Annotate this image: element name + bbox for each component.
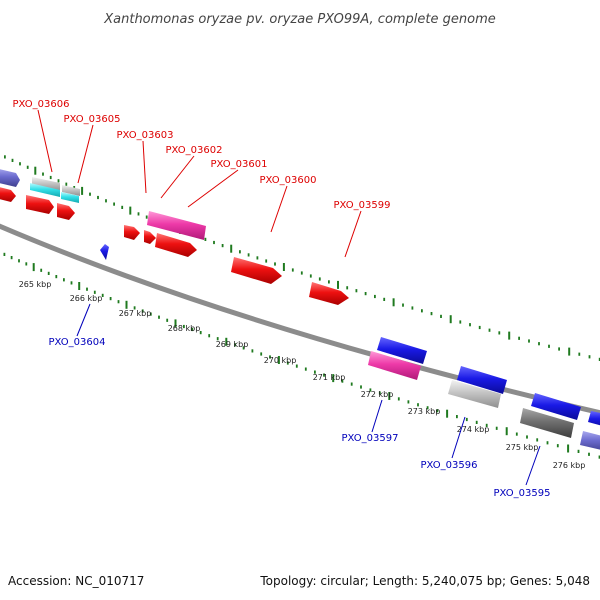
gene-feature[interactable]: [377, 337, 427, 364]
gene-label[interactable]: PXO_03601: [211, 159, 268, 170]
scale-tick-label: 273 kbp: [408, 407, 441, 416]
genome-summary: Topology: circular; Length: 5,240,075 bp…: [259, 574, 590, 588]
gene-label[interactable]: PXO_03595: [494, 488, 551, 499]
callout-line: [451, 416, 466, 459]
accession-label: Accession: NC_010717: [8, 574, 144, 588]
gene-feature[interactable]: [57, 203, 75, 220]
gene-feature[interactable]: [588, 411, 600, 428]
callout-line: [160, 155, 195, 199]
scale-tick-label: 267 kbp: [119, 309, 152, 318]
gene-feature[interactable]: [100, 244, 109, 260]
feature-track: [0, 168, 600, 452]
scale-tick-label: 265 kbp: [19, 280, 52, 289]
gene-label[interactable]: PXO_03600: [260, 175, 317, 186]
scale-tick-label: 275 kbp: [506, 443, 539, 452]
gene-feature[interactable]: [30, 183, 60, 197]
callout-line: [371, 399, 383, 433]
gene-feature[interactable]: [124, 225, 140, 240]
gene-label[interactable]: PXO_03605: [64, 114, 121, 125]
gene-feature[interactable]: [457, 366, 507, 394]
callout-line: [37, 109, 53, 173]
callout-line: [187, 169, 239, 208]
gene-feature[interactable]: [520, 408, 574, 438]
gene-labels: PXO_03606 PXO_03605 PXO_03603 PXO_03602 …: [13, 99, 551, 499]
callout-line: [525, 445, 541, 486]
inner-tick-ring: [3, 252, 600, 459]
scale-tick-label: 271 kbp: [313, 373, 346, 382]
scale-tick-label: 272 kbp: [361, 390, 394, 399]
gene-label[interactable]: PXO_03603: [117, 130, 174, 141]
gene-feature[interactable]: [580, 431, 600, 452]
gene-feature[interactable]: [0, 168, 20, 187]
gene-feature[interactable]: [155, 233, 197, 257]
gene-feature[interactable]: [531, 393, 581, 420]
gene-feature[interactable]: [61, 192, 79, 203]
gene-label[interactable]: PXO_03604: [49, 337, 106, 348]
gene-feature[interactable]: [448, 380, 501, 408]
callout-line: [142, 140, 147, 194]
gene-label[interactable]: PXO_03596: [421, 460, 478, 471]
gene-label[interactable]: PXO_03606: [13, 99, 70, 110]
map-title: Xanthomonas oryzae pv. oryzae PXO99A, co…: [103, 12, 496, 27]
gene-label[interactable]: PXO_03597: [342, 433, 399, 444]
gene-feature[interactable]: [231, 257, 282, 284]
scale-tick-label: 276 kbp: [553, 461, 586, 470]
gene-feature[interactable]: [309, 282, 349, 305]
scale-labels: 265 kbp 266 kbp 267 kbp 268 kbp 269 kbp 270 k…: [19, 280, 586, 470]
gene-feature[interactable]: [0, 186, 16, 202]
gene-feature[interactable]: [32, 177, 60, 191]
callout-line: [76, 303, 91, 337]
callout-line: [270, 185, 288, 233]
sequence-backbone: [0, 223, 600, 416]
scale-tick-label: 269 kbp: [216, 340, 249, 349]
callout-line: [77, 124, 94, 184]
gene-feature[interactable]: [62, 185, 80, 196]
callout-line: [344, 210, 362, 258]
scale-tick-label: 266 kbp: [70, 294, 103, 303]
scale-tick-label: 268 kbp: [168, 324, 201, 333]
gene-feature[interactable]: [368, 351, 421, 380]
gene-feature[interactable]: [26, 195, 54, 214]
gene-feature[interactable]: [144, 230, 156, 244]
gene-feature[interactable]: [147, 211, 206, 240]
gene-label[interactable]: PXO_03602: [166, 145, 223, 156]
scale-tick-label: 270 kbp: [264, 356, 297, 365]
gene-label[interactable]: PXO_03599: [334, 200, 391, 211]
scale-tick-label: 274 kbp: [457, 425, 490, 434]
